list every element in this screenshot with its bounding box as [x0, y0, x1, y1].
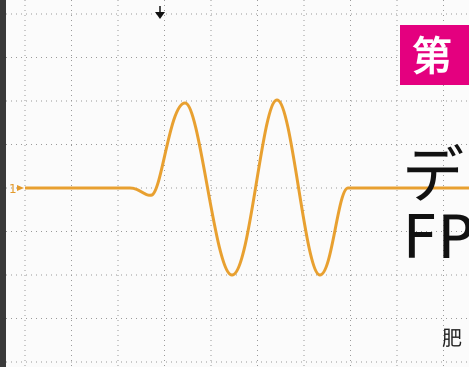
headline-line1: デ: [402, 139, 464, 212]
frame-left: [0, 0, 6, 367]
channel-label: 1: [9, 182, 17, 196]
scope-screen: 1 第 デ FP 肥: [0, 0, 469, 367]
byline: 肥: [442, 326, 462, 350]
headline-line2: FP: [403, 203, 469, 273]
background: [0, 0, 469, 367]
badge-text: 第: [412, 34, 452, 80]
